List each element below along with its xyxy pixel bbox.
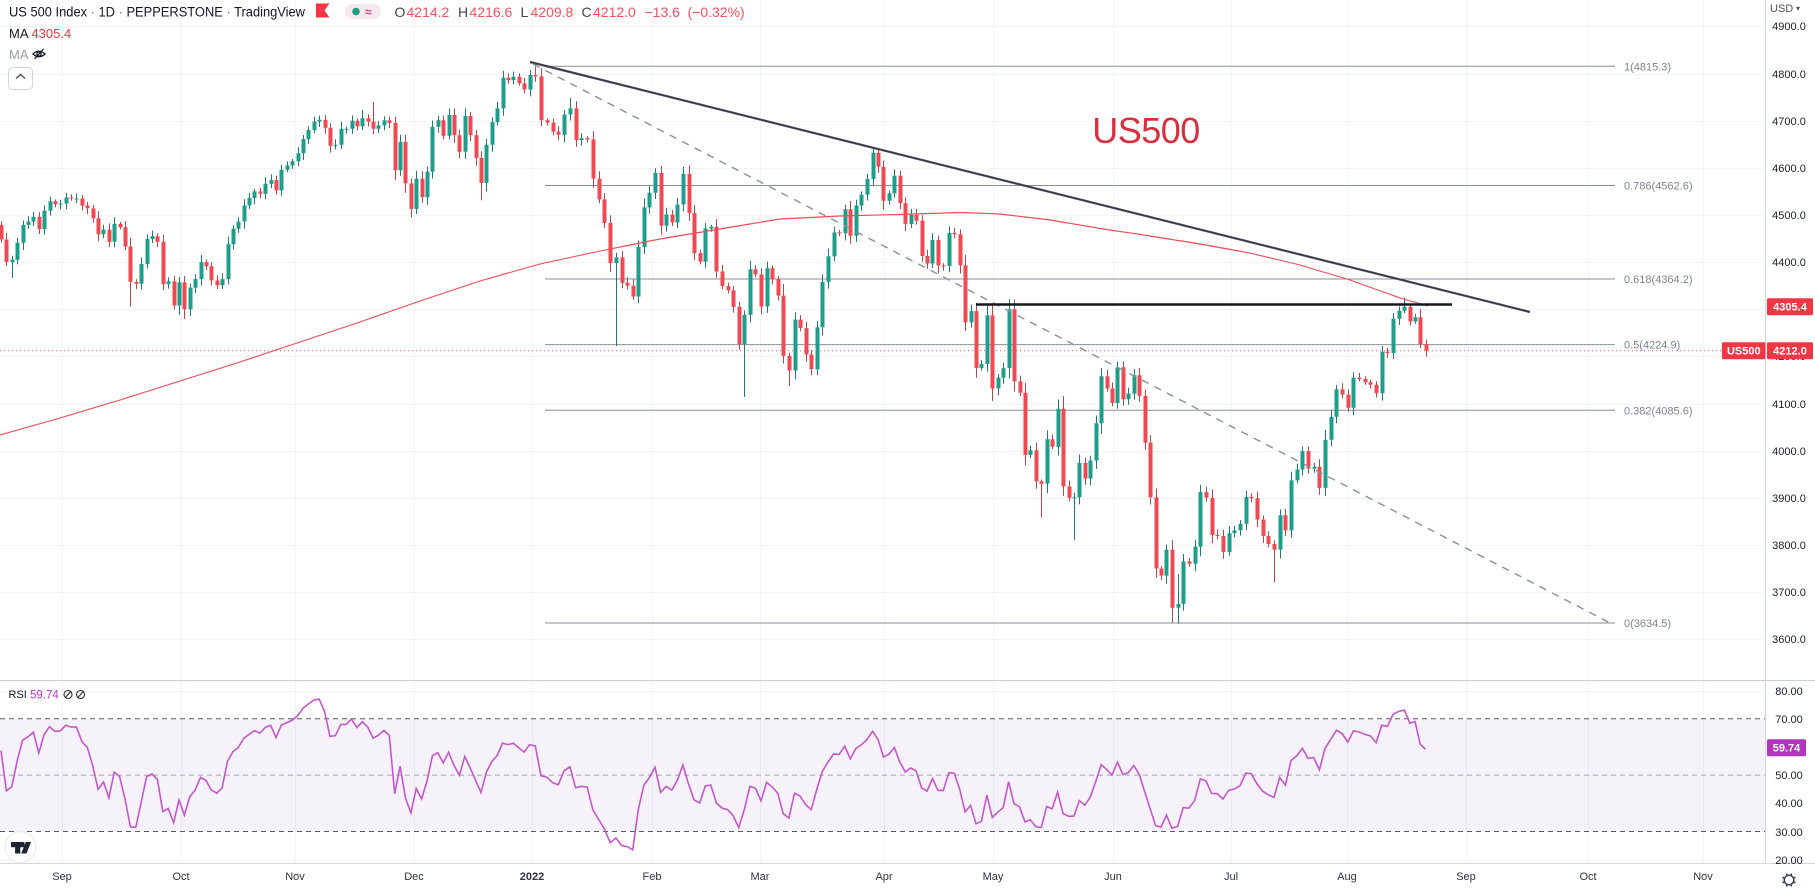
- svg-text:4700.0: 4700.0: [1772, 116, 1806, 128]
- svg-text:0.786(4562.6): 0.786(4562.6): [1624, 181, 1693, 193]
- svg-text:May: May: [983, 871, 1004, 883]
- svg-text:(−0.32%): (−0.32%): [688, 4, 745, 20]
- svg-text:4209.8: 4209.8: [531, 4, 574, 20]
- svg-text:4214.2: 4214.2: [407, 4, 450, 20]
- svg-text:3900.0: 3900.0: [1772, 493, 1806, 505]
- svg-text:H: H: [458, 4, 468, 20]
- svg-text:C: C: [582, 4, 592, 20]
- svg-text:US500: US500: [1092, 110, 1200, 151]
- svg-text:L: L: [521, 4, 529, 20]
- svg-text:59.74: 59.74: [30, 690, 59, 702]
- svg-text:3800.0: 3800.0: [1772, 540, 1806, 552]
- svg-text:4305.4: 4305.4: [1773, 302, 1808, 314]
- svg-text:US 500 Index · 1D · PEPPERSTON: US 500 Index · 1D · PEPPERSTONE · Tradin…: [9, 5, 305, 20]
- svg-text:MA: MA: [9, 47, 29, 62]
- svg-text:Apr: Apr: [875, 871, 892, 883]
- svg-text:4100.0: 4100.0: [1772, 399, 1806, 411]
- svg-text:80.00: 80.00: [1775, 686, 1803, 698]
- svg-text:Sep: Sep: [52, 871, 72, 883]
- svg-text:50.00: 50.00: [1775, 770, 1803, 782]
- svg-text:Oct: Oct: [172, 871, 189, 883]
- svg-text:Jun: Jun: [1104, 871, 1122, 883]
- svg-text:4500.0: 4500.0: [1772, 210, 1806, 222]
- svg-text:Aug: Aug: [1337, 871, 1357, 883]
- svg-text:4212.0: 4212.0: [1773, 346, 1807, 358]
- svg-text:0(3634.5): 0(3634.5): [1624, 618, 1671, 630]
- svg-text:O: O: [395, 4, 406, 20]
- svg-text:20.00: 20.00: [1775, 855, 1803, 867]
- svg-text:Sep: Sep: [1456, 871, 1476, 883]
- svg-text:−13.6: −13.6: [645, 4, 681, 20]
- svg-text:4212.0: 4212.0: [593, 4, 636, 20]
- svg-text:70.00: 70.00: [1775, 714, 1803, 726]
- svg-text:40.00: 40.00: [1775, 798, 1803, 810]
- svg-text:Feb: Feb: [643, 871, 662, 883]
- svg-text:4800.0: 4800.0: [1772, 69, 1806, 81]
- svg-text:Nov: Nov: [1693, 871, 1713, 883]
- svg-text:≈: ≈: [365, 5, 372, 19]
- svg-text:4216.6: 4216.6: [470, 4, 513, 20]
- svg-text:US500: US500: [1727, 346, 1761, 358]
- svg-text:▾: ▾: [1796, 4, 1800, 13]
- svg-text:59.74: 59.74: [1773, 743, 1801, 755]
- svg-text:3600.0: 3600.0: [1772, 634, 1806, 646]
- svg-text:0.5(4224.9): 0.5(4224.9): [1624, 340, 1680, 352]
- svg-text:30.00: 30.00: [1775, 827, 1803, 839]
- svg-text:4000.0: 4000.0: [1772, 446, 1806, 458]
- svg-text:4900.0: 4900.0: [1772, 21, 1806, 33]
- svg-text:Dec: Dec: [404, 871, 424, 883]
- svg-text:MA 4305.4: MA 4305.4: [9, 26, 71, 41]
- svg-text:4600.0: 4600.0: [1772, 163, 1806, 175]
- svg-text:3700.0: 3700.0: [1772, 587, 1806, 599]
- svg-text:Nov: Nov: [285, 871, 305, 883]
- svg-text:Mar: Mar: [751, 871, 770, 883]
- svg-text:0.618(4364.2): 0.618(4364.2): [1624, 274, 1693, 286]
- svg-text:4400.0: 4400.0: [1772, 257, 1806, 269]
- svg-text:RSI: RSI: [9, 689, 27, 701]
- svg-text:Oct: Oct: [1579, 871, 1596, 883]
- svg-text:0.382(4085.6): 0.382(4085.6): [1624, 405, 1693, 417]
- svg-text:USD: USD: [1770, 3, 1793, 15]
- svg-text:1(4815.3): 1(4815.3): [1624, 61, 1671, 73]
- svg-text:2022: 2022: [520, 871, 544, 883]
- svg-text:Jul: Jul: [1224, 871, 1238, 883]
